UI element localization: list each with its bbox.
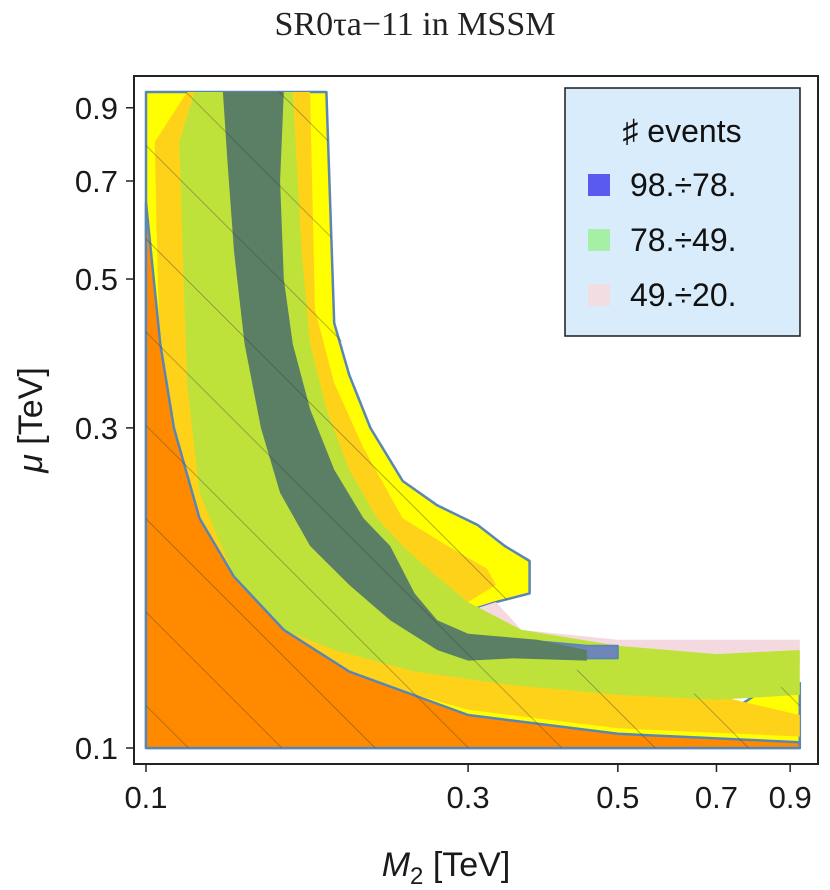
x-axis-unit: [TeV] — [423, 846, 510, 884]
legend-label: 49.÷20. — [630, 277, 737, 313]
y-tick-label: 0.1 — [75, 731, 118, 766]
y-axis: 0.1 0.3 0.5 0.7 0.9 — [75, 91, 134, 766]
legend-label: 78.÷49. — [630, 222, 737, 258]
y-axis-unit: [TeV] — [12, 367, 50, 454]
chart-title: SR0τa−11 in MSSM — [274, 6, 556, 43]
x-axis-title: M2 [TeV] — [382, 846, 511, 890]
y-tick-label: 0.7 — [75, 164, 118, 199]
y-tick-label: 0.9 — [75, 91, 118, 126]
y-axis-title: μ [TeV] — [12, 367, 50, 474]
y-axis-symbol: μ — [12, 454, 50, 474]
x-tick-label: 0.7 — [695, 780, 738, 815]
x-axis-symbol: M — [382, 846, 411, 884]
legend: ♯ events 98.÷78. 78.÷49. 49.÷20. — [564, 87, 801, 337]
x-tick-label: 0.1 — [124, 780, 167, 815]
y-tick-label: 0.3 — [75, 411, 118, 446]
legend-swatch — [588, 284, 610, 306]
legend-swatch — [588, 229, 610, 251]
y-tick-label: 0.5 — [75, 262, 118, 297]
hatch-overlay — [146, 92, 800, 748]
x-tick-label: 0.3 — [447, 780, 490, 815]
exclusion-hatching — [146, 92, 800, 748]
plot-frame — [133, 75, 819, 765]
legend-label: 98.÷78. — [630, 167, 737, 203]
x-axis: 0.1 0.3 0.5 0.7 0.9 — [124, 764, 812, 815]
x-tick-label: 0.5 — [596, 780, 639, 815]
legend-swatch — [588, 174, 610, 196]
x-axis-subscript: 2 — [410, 863, 423, 890]
x-tick-label: 0.9 — [769, 780, 812, 815]
legend-title: ♯ events — [622, 113, 741, 149]
